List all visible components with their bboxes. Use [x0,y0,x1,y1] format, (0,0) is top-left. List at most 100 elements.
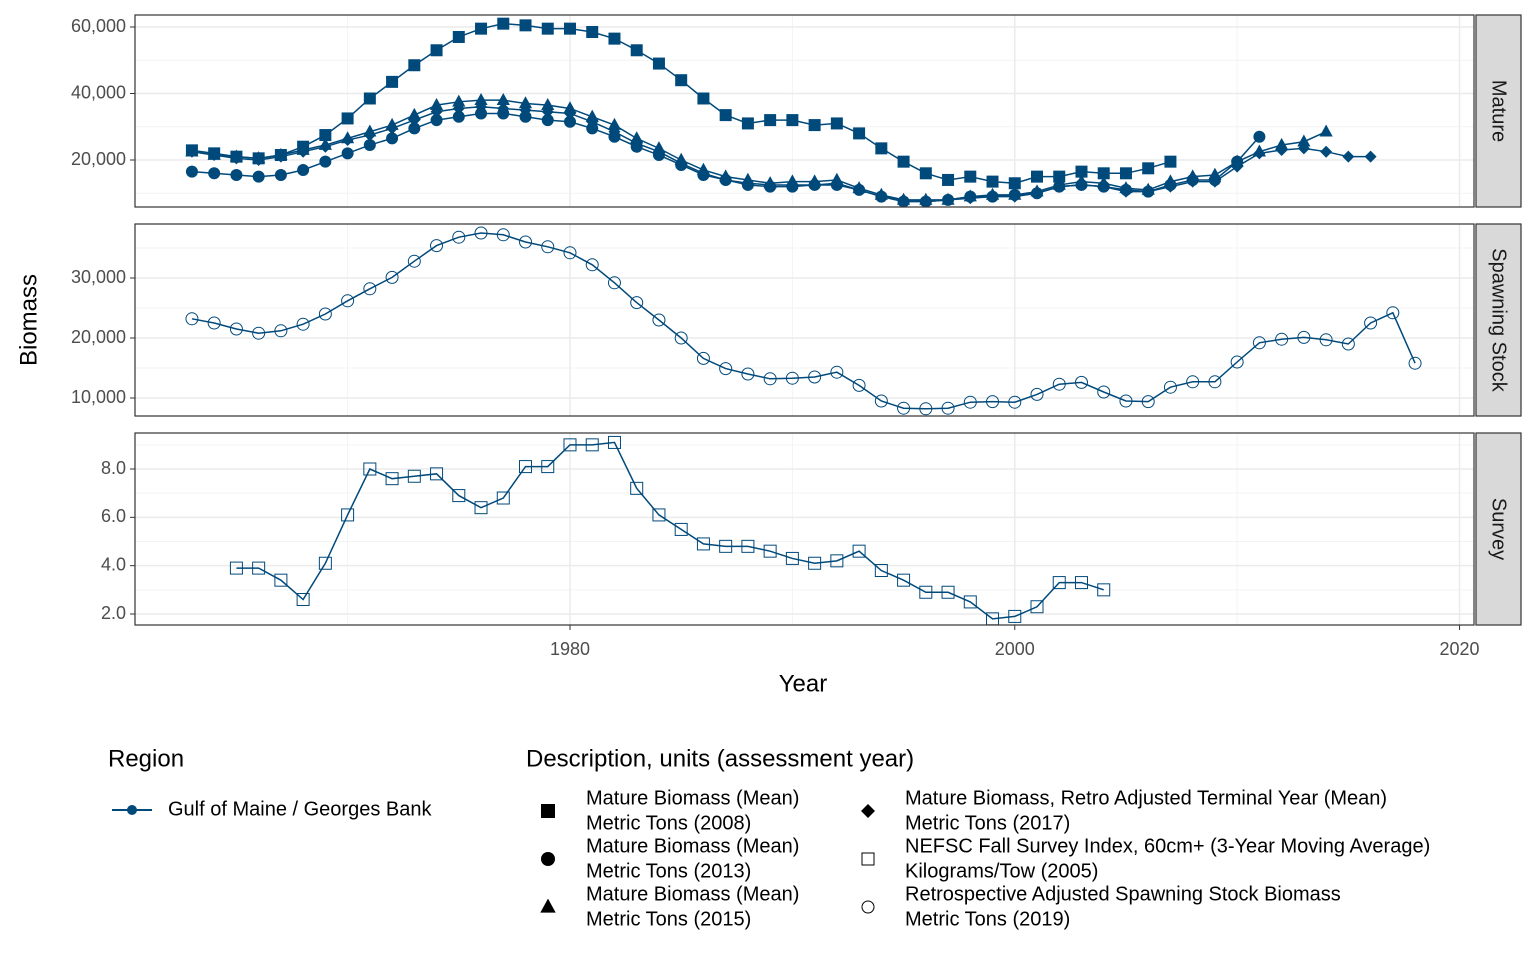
point [675,157,688,170]
point [408,114,421,127]
point [607,276,621,290]
point [897,193,910,206]
point [1031,187,1044,200]
point [1208,175,1221,188]
point [1319,333,1333,347]
point [386,132,399,145]
point [385,270,399,284]
point [497,17,510,30]
point [986,175,999,188]
point [475,22,488,35]
point [964,170,977,183]
y-tick-label: 20,000 [71,327,126,347]
y-tick-label: 10,000 [71,387,126,407]
point [1164,155,1177,168]
point [919,402,933,416]
point [341,112,354,125]
point [274,150,287,163]
point [719,109,732,122]
point [919,167,932,180]
point [1141,395,1155,409]
point [697,92,710,105]
point [1163,174,1178,187]
x-tick-label: 1980 [550,639,590,659]
point [252,561,266,575]
point [586,25,599,38]
point [274,573,288,587]
point [1052,377,1066,391]
point [941,585,955,599]
point [741,539,755,553]
point [674,522,688,536]
point [563,22,576,35]
point [764,178,777,191]
y-tick-label: 4.0 [101,554,126,574]
point [1186,169,1200,182]
point [541,240,555,254]
point [208,167,221,180]
point [852,378,866,392]
point [1341,337,1355,351]
point [763,544,777,558]
point [1275,332,1289,346]
y-tick-label: 2.0 [101,603,126,623]
point [630,131,644,144]
point [386,75,399,88]
point [541,105,554,118]
point [1142,162,1155,175]
point [986,190,999,203]
point [675,74,688,87]
point [430,105,443,118]
point [518,96,533,109]
point [808,119,821,132]
point [875,190,888,203]
point [1164,180,1177,193]
point [786,114,799,127]
point [1119,394,1133,408]
point [764,114,777,127]
point [1053,170,1066,183]
point [1163,380,1177,394]
point [208,149,221,162]
legend-key [127,805,137,815]
legend-label: Kilograms/Tow (2005) [905,860,1098,882]
point [341,147,354,160]
y-tick-label: 40,000 [71,82,126,102]
point [452,110,465,123]
point [296,593,310,607]
legend-title: Region [108,745,184,772]
point [652,57,665,70]
point [274,168,287,181]
facet-label: Spawning Stock [1488,248,1510,392]
legend-label: Metric Tons (2008) [586,812,751,834]
point [185,312,199,326]
point [830,117,843,130]
point [341,294,355,308]
point [519,235,533,249]
point [719,362,733,376]
point [1342,150,1355,163]
facet-strip [1475,432,1522,626]
point [786,178,799,191]
point [496,228,510,242]
legend-label: Mature Biomass (Mean) [586,787,799,809]
point [407,107,421,120]
point [942,193,955,206]
y-tick-label: 6.0 [101,506,126,526]
point [407,469,421,483]
point [1008,395,1022,409]
point [1297,330,1311,344]
point [1053,180,1066,193]
point [252,326,266,340]
point [1097,180,1110,193]
point [452,102,465,115]
panel-border [134,432,1475,626]
point [763,372,777,386]
point [386,122,399,135]
point [897,155,910,168]
point [385,472,399,486]
panel-background [135,15,1474,207]
point [785,551,799,565]
point [185,165,198,178]
